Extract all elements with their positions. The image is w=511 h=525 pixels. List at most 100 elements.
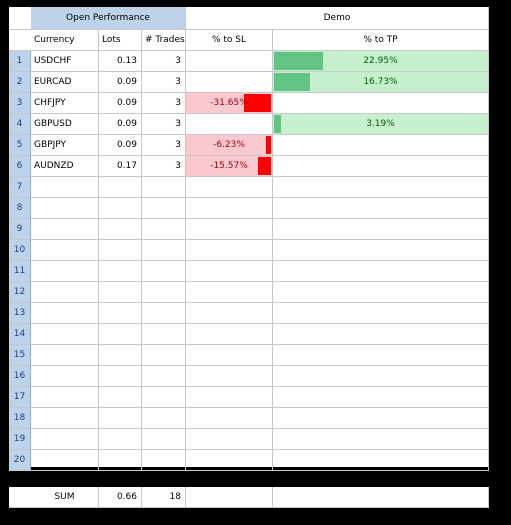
sum-label[interactable]: SUM <box>31 487 99 508</box>
col-header-lots[interactable]: Lots <box>99 30 142 51</box>
cell-sl[interactable] <box>186 177 273 198</box>
cell-trades[interactable] <box>142 261 186 282</box>
cell-trades[interactable]: 3 <box>142 51 186 72</box>
row-number[interactable]: 10 <box>9 240 31 261</box>
cell-sl[interactable] <box>186 261 273 282</box>
cell-tp[interactable] <box>273 219 489 240</box>
cell-lots[interactable] <box>99 282 142 303</box>
col-header-tp[interactable]: % to TP <box>273 30 489 51</box>
cell-currency[interactable] <box>31 324 99 345</box>
row-number[interactable]: 8 <box>9 198 31 219</box>
cell-lots[interactable] <box>99 261 142 282</box>
cell-tp[interactable] <box>273 198 489 219</box>
row-number[interactable]: 6 <box>9 156 31 177</box>
row-number[interactable]: 4 <box>9 114 31 135</box>
cell-sl[interactable]: -15.57% <box>186 156 273 177</box>
cell-currency[interactable] <box>31 387 99 408</box>
sum-tp[interactable] <box>273 487 489 508</box>
cell-sl[interactable] <box>186 429 273 450</box>
cell-trades[interactable] <box>142 303 186 324</box>
cell-sl[interactable] <box>186 219 273 240</box>
cell-tp[interactable] <box>273 261 489 282</box>
cell-trades[interactable] <box>142 324 186 345</box>
cell-lots[interactable]: 0.17 <box>99 156 142 177</box>
cell-trades[interactable] <box>142 429 186 450</box>
cell-trades[interactable] <box>142 408 186 429</box>
cell-lots[interactable] <box>99 450 142 471</box>
cell-currency[interactable]: AUDNZD <box>31 156 99 177</box>
col-header-trades[interactable]: # Trades <box>142 30 186 51</box>
cell-sl[interactable] <box>186 72 273 93</box>
cell-lots[interactable]: 0.13 <box>99 51 142 72</box>
cell-currency[interactable] <box>31 366 99 387</box>
cell-trades[interactable]: 3 <box>142 93 186 114</box>
cell-sl[interactable] <box>186 366 273 387</box>
row-number[interactable]: 12 <box>9 282 31 303</box>
row-number[interactable]: 11 <box>9 261 31 282</box>
cell-lots[interactable] <box>99 429 142 450</box>
sum-sl[interactable] <box>186 487 273 508</box>
cell-tp[interactable] <box>273 366 489 387</box>
cell-tp[interactable] <box>273 282 489 303</box>
cell-currency[interactable] <box>31 345 99 366</box>
cell-tp[interactable] <box>273 93 489 114</box>
cell-sl[interactable] <box>186 114 273 135</box>
cell-trades[interactable] <box>142 345 186 366</box>
cell-trades[interactable]: 3 <box>142 72 186 93</box>
col-header-sl[interactable]: % to SL <box>186 30 273 51</box>
cell-trades[interactable] <box>142 240 186 261</box>
row-number[interactable]: 2 <box>9 72 31 93</box>
cell-currency[interactable]: CHFJPY <box>31 93 99 114</box>
cell-tp[interactable] <box>273 156 489 177</box>
cell-tp[interactable]: 3.19% <box>273 114 489 135</box>
cell-currency[interactable] <box>31 219 99 240</box>
cell-lots[interactable]: 0.09 <box>99 72 142 93</box>
cell-lots[interactable] <box>99 198 142 219</box>
cell-trades[interactable]: 3 <box>142 156 186 177</box>
row-number[interactable]: 18 <box>9 408 31 429</box>
cell-lots[interactable] <box>99 366 142 387</box>
cell-trades[interactable] <box>142 219 186 240</box>
cell-currency[interactable] <box>31 408 99 429</box>
cell-sl[interactable] <box>186 51 273 72</box>
row-number[interactable]: 15 <box>9 345 31 366</box>
cell-tp[interactable] <box>273 408 489 429</box>
cell-tp[interactable]: 16.73% <box>273 72 489 93</box>
cell-lots[interactable] <box>99 177 142 198</box>
cell-tp[interactable] <box>273 450 489 471</box>
cell-tp[interactable] <box>273 345 489 366</box>
cell-trades[interactable]: 3 <box>142 114 186 135</box>
cell-tp[interactable] <box>273 429 489 450</box>
cell-currency[interactable] <box>31 282 99 303</box>
cell-sl[interactable] <box>186 450 273 471</box>
cell-sl[interactable] <box>186 387 273 408</box>
cell-currency[interactable]: GBPJPY <box>31 135 99 156</box>
cell-lots[interactable]: 0.09 <box>99 135 142 156</box>
cell-currency[interactable] <box>31 261 99 282</box>
cell-sl[interactable] <box>186 282 273 303</box>
row-number[interactable]: 16 <box>9 366 31 387</box>
cell-lots[interactable] <box>99 219 142 240</box>
cell-tp[interactable] <box>273 135 489 156</box>
cell-trades[interactable] <box>142 198 186 219</box>
cell-tp[interactable] <box>273 324 489 345</box>
cell-trades[interactable] <box>142 450 186 471</box>
cell-sl[interactable] <box>186 198 273 219</box>
row-number[interactable]: 3 <box>9 93 31 114</box>
cell-trades[interactable] <box>142 387 186 408</box>
cell-lots[interactable] <box>99 303 142 324</box>
cell-currency[interactable]: GBPUSD <box>31 114 99 135</box>
cell-currency[interactable] <box>31 198 99 219</box>
sum-trades[interactable]: 18 <box>142 487 186 508</box>
row-number[interactable]: 19 <box>9 429 31 450</box>
row-number[interactable]: 5 <box>9 135 31 156</box>
cell-trades[interactable]: 3 <box>142 135 186 156</box>
cell-currency[interactable] <box>31 303 99 324</box>
cell-trades[interactable] <box>142 366 186 387</box>
row-number[interactable]: 20 <box>9 450 31 471</box>
cell-currency[interactable]: USDCHF <box>31 51 99 72</box>
cell-sl[interactable] <box>186 345 273 366</box>
cell-currency[interactable] <box>31 177 99 198</box>
row-number[interactable]: 7 <box>9 177 31 198</box>
cell-sl[interactable]: -6.23% <box>186 135 273 156</box>
